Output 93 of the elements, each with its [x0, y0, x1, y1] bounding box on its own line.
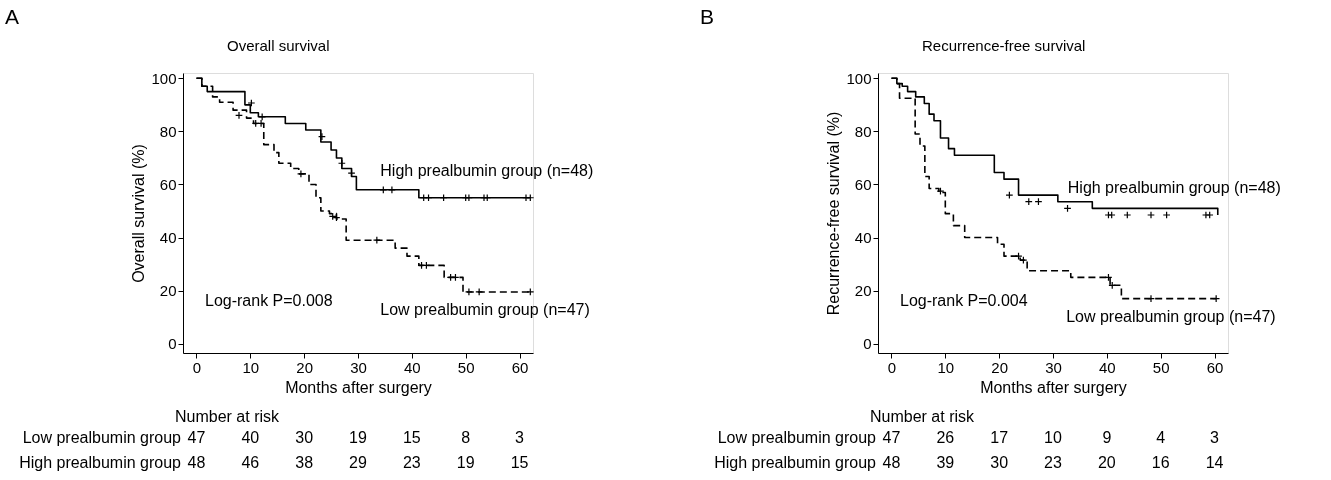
point — [347, 169, 356, 178]
point — [522, 193, 530, 202]
text: 40 — [241, 429, 260, 446]
point — [296, 169, 305, 178]
y-tick-label: 80 — [159, 122, 177, 140]
point — [480, 193, 488, 202]
chart-title: Recurrence-free survival — [922, 37, 1086, 54]
series-label: Low prealbumin group (n=47) — [1066, 307, 1276, 325]
text: B — [700, 5, 715, 28]
x-tick-label: 10 — [242, 358, 260, 376]
y-tick-label: 20 — [159, 282, 177, 300]
y-tick-label: 40 — [854, 229, 872, 247]
text: High prealbumin group — [19, 454, 182, 471]
y-tick-label: 100 — [151, 69, 177, 87]
x-tick-label: 40 — [404, 358, 421, 376]
text: 47 — [882, 429, 901, 446]
text: 3 — [1210, 429, 1220, 446]
text: 4 — [1156, 429, 1166, 446]
point — [464, 288, 473, 296]
text: 29 — [349, 454, 367, 471]
point — [1205, 211, 1214, 219]
text: A — [5, 5, 20, 28]
x-tick-label: 30 — [350, 358, 367, 376]
x-tick-label: 20 — [991, 358, 1008, 376]
point — [1123, 211, 1132, 219]
point — [317, 132, 326, 141]
y-axis-title: Overall survival (%) — [130, 144, 148, 283]
text: 8 — [461, 429, 471, 446]
x-tick-label: 60 — [1206, 358, 1224, 376]
text: Number at risk — [175, 408, 281, 425]
point — [1147, 211, 1155, 219]
y-tick-label: 40 — [159, 229, 177, 247]
text: 19 — [456, 454, 475, 471]
text: 16 — [1151, 454, 1170, 471]
text: 17 — [990, 429, 1009, 446]
x-axis-title: Months after surgery — [980, 378, 1127, 396]
text: 19 — [349, 429, 367, 446]
x-tick-label: 60 — [511, 358, 529, 376]
annotation: Log-rank P=0.008 — [205, 292, 333, 309]
text: 3 — [515, 429, 525, 446]
text: 23 — [402, 454, 421, 471]
text: 48 — [187, 454, 206, 471]
text: Number at risk — [870, 408, 976, 425]
x-tick-label: 10 — [937, 358, 955, 376]
point — [1147, 294, 1155, 303]
y-tick-label: 20 — [854, 282, 872, 300]
series-label: Low prealbumin group (n=47) — [380, 300, 590, 318]
y-axis-title: Recurrence-free survival (%) — [825, 111, 843, 316]
text: 30 — [295, 429, 314, 446]
text: Low prealbumin group — [717, 429, 877, 446]
text: 20 — [1097, 454, 1116, 471]
text: 23 — [1044, 454, 1062, 471]
y-tick-label: 0 — [863, 335, 872, 353]
text: 15 — [510, 454, 529, 471]
y-tick-label: 100 — [846, 69, 872, 87]
y-tick-label: 80 — [854, 122, 872, 140]
point — [247, 99, 256, 107]
text: 15 — [402, 429, 421, 446]
x-tick-label: 0 — [887, 358, 897, 376]
x-axis-title: Months after surgery — [285, 378, 432, 396]
point — [387, 185, 396, 194]
x-tick-label: 50 — [1152, 358, 1170, 376]
point — [1162, 211, 1171, 219]
point — [475, 288, 484, 296]
text: Low prealbumin group — [22, 429, 182, 446]
x-tick-label: 0 — [192, 358, 202, 376]
x-tick-label: 30 — [1045, 358, 1062, 376]
point — [235, 111, 243, 120]
point — [936, 187, 945, 196]
point — [526, 288, 535, 296]
y-tick-label: 60 — [854, 175, 872, 193]
y-tick-label: 0 — [168, 335, 177, 353]
text: 48 — [882, 454, 901, 471]
text: 26 — [936, 429, 955, 446]
series-label: High prealbumin group (n=48) — [1067, 178, 1281, 196]
text: 10 — [1044, 429, 1062, 446]
text: 14 — [1205, 454, 1224, 471]
y-tick-label: 60 — [159, 175, 177, 193]
text: 39 — [936, 454, 955, 471]
point — [1005, 191, 1014, 200]
series-label: High prealbumin group (n=48) — [380, 161, 594, 179]
text: 47 — [187, 429, 206, 446]
text: 46 — [241, 454, 260, 471]
text: 38 — [295, 454, 314, 471]
text: High prealbumin group — [714, 454, 877, 471]
chart-title: Overall survival — [227, 37, 330, 54]
annotation: Log-rank P=0.004 — [900, 292, 1028, 309]
x-tick-label: 40 — [1099, 358, 1116, 376]
text: 9 — [1102, 429, 1112, 446]
x-tick-label: 50 — [457, 358, 475, 376]
text: 30 — [990, 454, 1009, 471]
point — [257, 119, 266, 128]
x-tick-label: 20 — [296, 358, 313, 376]
